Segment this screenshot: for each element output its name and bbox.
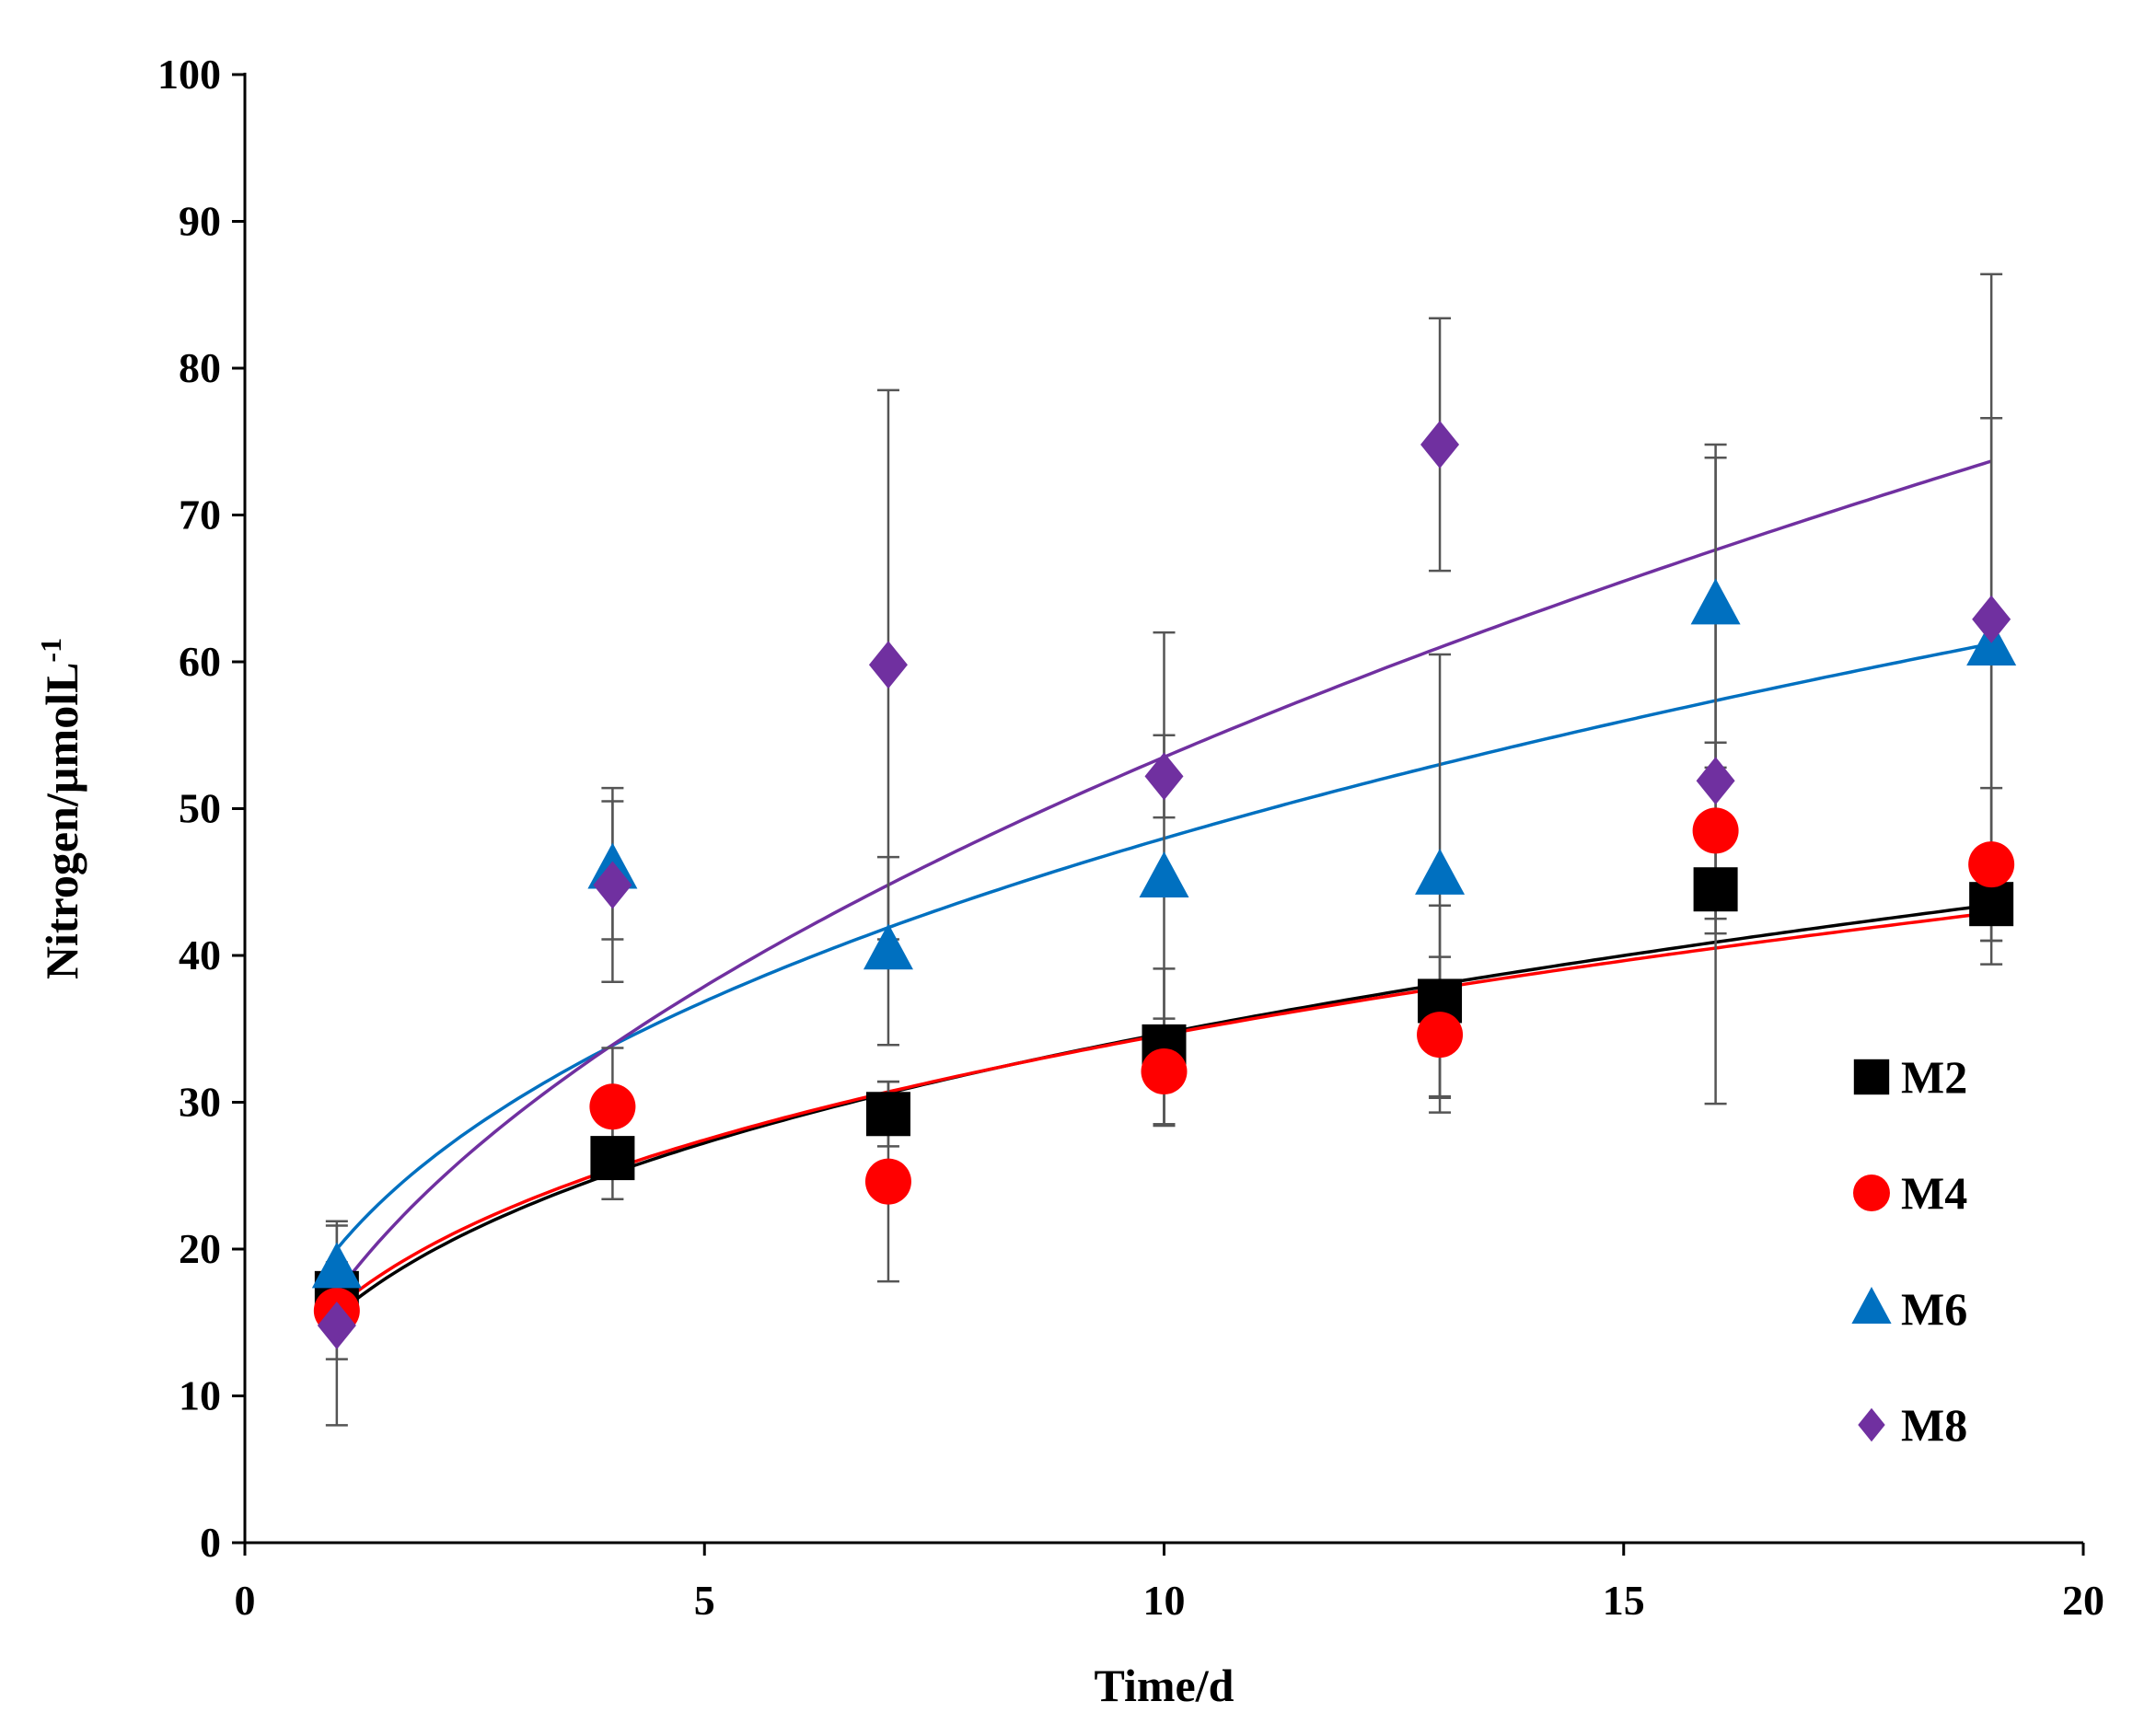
legend-item-m2: M2 <box>1853 1051 1967 1103</box>
y-axis-title-main: Nitrogen/µmolL <box>36 663 87 980</box>
legend-label: M4 <box>1901 1167 1967 1219</box>
y-tick-label: 90 <box>179 198 221 245</box>
error-bars <box>325 272 2003 1427</box>
point-m8 <box>1420 420 1460 469</box>
tick-labels: 0 10 20 30 40 50 60 70 80 90 100 0 5 10 15 20 <box>157 51 2104 1624</box>
legend-label: M6 <box>1901 1283 1967 1335</box>
axes <box>232 73 2085 1556</box>
y-tick-label: 0 <box>200 1519 221 1566</box>
legend-item-m6: M6 <box>1851 1283 1967 1335</box>
point-m4 <box>1417 1012 1464 1059</box>
y-axis-title: Nitrogen/µmolL-1 <box>34 638 87 979</box>
point-m6 <box>863 923 913 970</box>
y-tick-label: 100 <box>157 51 221 98</box>
legend: M2 M4 M6 M8 <box>1851 1051 1967 1451</box>
legend-marker <box>1853 1059 1890 1095</box>
legend-marker <box>1858 1407 1885 1442</box>
point-m2 <box>1969 882 2014 927</box>
y-axis-title-superscript: -1 <box>34 638 67 663</box>
legend-label: M2 <box>1901 1051 1967 1103</box>
data-markers <box>311 420 2017 1349</box>
point-m4 <box>1968 841 2015 888</box>
point-m8 <box>1696 757 1735 805</box>
legend-item-m8: M8 <box>1858 1399 1967 1451</box>
x-axis-title: Time/d <box>1095 1660 1234 1711</box>
x-tick-label: 20 <box>2062 1577 2104 1624</box>
legend-item-m4: M4 <box>1853 1167 1967 1219</box>
point-m2 <box>590 1136 635 1181</box>
point-m6 <box>1690 578 1741 625</box>
x-tick-label: 0 <box>235 1577 256 1624</box>
point-m6 <box>1415 848 1466 895</box>
point-m4 <box>589 1083 636 1130</box>
point-m2 <box>865 1092 910 1137</box>
y-tick-label: 60 <box>179 638 221 685</box>
point-m4 <box>1692 807 1739 854</box>
y-tick-label: 50 <box>179 785 221 832</box>
point-m8 <box>1972 595 2011 643</box>
point-m6 <box>1139 851 1189 898</box>
y-tick-label: 30 <box>179 1079 221 1126</box>
legend-label: M8 <box>1901 1399 1967 1451</box>
point-m8 <box>317 1301 356 1349</box>
x-tick-label: 15 <box>1603 1577 1645 1624</box>
x-tick-label: 10 <box>1143 1577 1186 1624</box>
y-tick-label: 20 <box>179 1225 221 1272</box>
point-m6 <box>311 1242 362 1289</box>
y-tick-label: 70 <box>179 492 221 538</box>
point-m2 <box>1693 867 1738 912</box>
legend-marker <box>1853 1175 1890 1211</box>
point-m4 <box>1141 1048 1188 1095</box>
point-m8 <box>1144 752 1184 801</box>
legend-marker <box>1851 1287 1892 1324</box>
point-m8 <box>593 861 632 909</box>
x-tick-label: 5 <box>694 1577 715 1624</box>
point-m8 <box>868 641 908 689</box>
y-tick-label: 40 <box>179 932 221 978</box>
y-tick-label: 80 <box>179 344 221 391</box>
point-m4 <box>864 1158 911 1205</box>
y-tick-label: 10 <box>179 1372 221 1419</box>
